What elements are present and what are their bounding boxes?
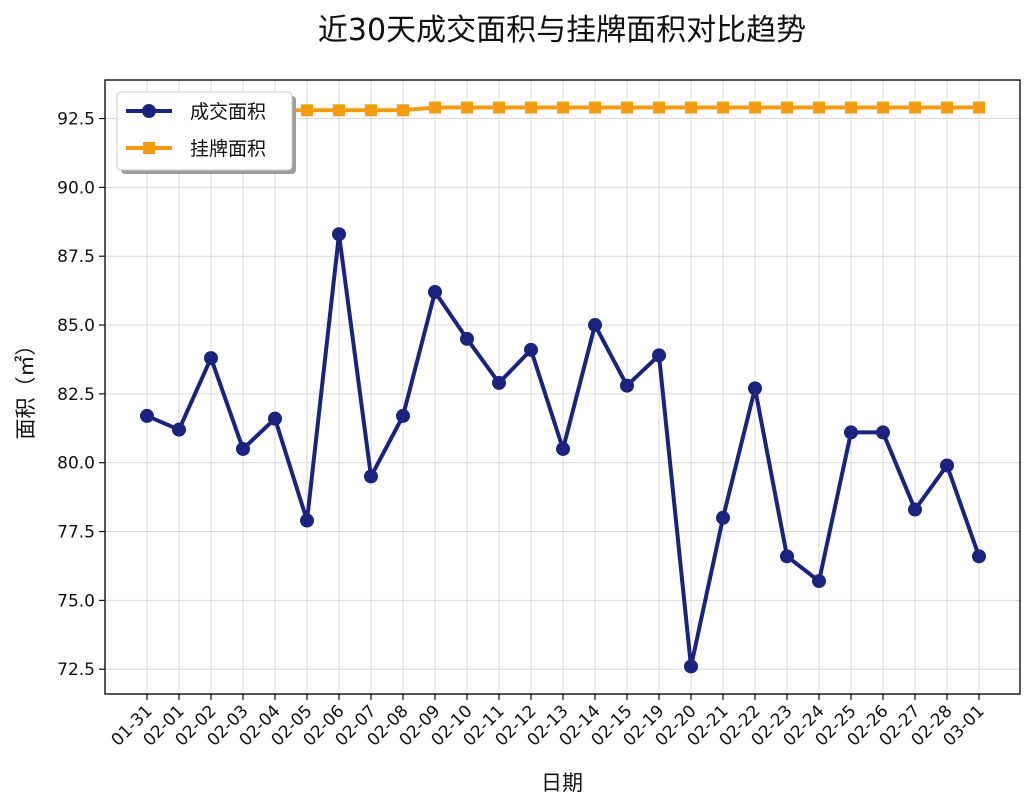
series-2-point-5 <box>301 104 313 117</box>
series-1-point-0 <box>140 408 154 423</box>
legend-label-series-2: 挂牌面积 <box>190 138 266 160</box>
series-1-point-9 <box>428 285 442 300</box>
series-1-point-6 <box>332 227 346 242</box>
chart-title: 近30天成交面积与挂牌面积对比趋势 <box>318 13 806 48</box>
series-1-point-7 <box>364 469 378 484</box>
series-1-point-22 <box>844 425 858 440</box>
series-1-point-14 <box>588 318 602 333</box>
y-tick-label-8: 92.5 <box>57 110 95 130</box>
series-2-point-13 <box>557 101 569 114</box>
series-1-point-8 <box>396 408 410 423</box>
series-1-point-13 <box>556 441 570 456</box>
series-2-point-8 <box>397 104 409 117</box>
y-tick-label-1: 75.0 <box>57 591 95 611</box>
series-1-point-2 <box>204 351 218 366</box>
legend-label-series-1: 成交面积 <box>190 101 266 123</box>
series-2-point-18 <box>717 101 729 114</box>
y-tick-label-2: 77.5 <box>57 523 95 543</box>
series-1-point-18 <box>716 510 730 525</box>
series-1-point-3 <box>236 441 250 456</box>
y-tick-label-5: 85.0 <box>57 316 95 336</box>
series-2-point-24 <box>909 101 921 114</box>
series-1-point-11 <box>492 375 506 390</box>
series-2-point-20 <box>781 101 793 114</box>
series-2-point-7 <box>365 104 377 117</box>
series-1-point-24 <box>908 502 922 517</box>
series-2-point-26 <box>973 101 985 114</box>
series-1-point-25 <box>940 458 954 473</box>
y-axis-ticks: 72.5 75.0 77.5 80.0 82.5 85.0 87.5 90.0 92.5 <box>57 110 105 680</box>
x-axis-ticks: 01-3102-0102-0202-0302-0402-0502-0602-07… <box>107 694 989 750</box>
series-1-point-19 <box>748 381 762 396</box>
series-2-point-11 <box>493 101 505 114</box>
series-1-point-16 <box>652 348 666 363</box>
series-2-point-6 <box>333 104 345 117</box>
series-2-point-9 <box>429 101 441 114</box>
legend-marker-series-2 <box>143 142 155 154</box>
series-1-point-5 <box>300 513 314 528</box>
series-layer <box>140 101 986 674</box>
series-1-point-23 <box>876 425 890 440</box>
series-2-point-16 <box>653 101 665 114</box>
series-2-point-10 <box>461 101 473 114</box>
y-tick-label-4: 82.5 <box>57 385 95 405</box>
series-1-point-17 <box>684 659 698 674</box>
y-axis-label: 面积（㎡） <box>14 335 38 440</box>
series-2-point-25 <box>941 101 953 114</box>
series-2-point-15 <box>621 101 633 114</box>
series-1-point-26 <box>972 549 986 564</box>
y-tick-label-3: 80.0 <box>57 454 95 474</box>
series-1-point-1 <box>172 422 186 437</box>
series-2-point-19 <box>749 101 761 114</box>
legend: 成交面积 挂牌面积 <box>116 91 296 174</box>
series-2-point-12 <box>525 101 537 114</box>
series-1-point-10 <box>460 331 474 346</box>
series-2-point-17 <box>685 101 697 114</box>
legend-marker-series-1 <box>142 104 156 118</box>
series-1-point-12 <box>524 342 538 357</box>
x-axis-label: 日期 <box>541 771 583 795</box>
series-2-point-21 <box>813 101 825 114</box>
series-2-point-22 <box>845 101 857 114</box>
y-tick-label-7: 90.0 <box>57 178 95 198</box>
series-1-point-21 <box>812 574 826 589</box>
series-2-point-23 <box>877 101 889 114</box>
series-2-point-14 <box>589 101 601 114</box>
series-1-point-4 <box>268 411 282 426</box>
series-1-point-20 <box>780 549 794 564</box>
y-tick-label-0: 72.5 <box>57 660 95 680</box>
y-tick-label-6: 87.5 <box>57 247 95 267</box>
series-1-point-15 <box>620 378 634 393</box>
